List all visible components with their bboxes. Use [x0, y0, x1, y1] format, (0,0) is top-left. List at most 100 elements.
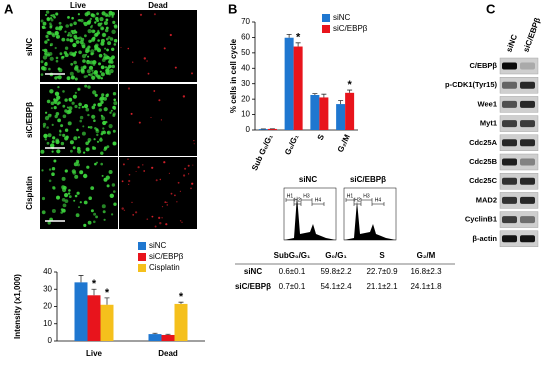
cell — [54, 114, 58, 119]
cell — [93, 103, 96, 107]
cell — [111, 64, 115, 69]
y-tick-label: 30 — [43, 284, 52, 293]
cell — [44, 116, 50, 121]
cell — [62, 55, 65, 59]
cell — [104, 66, 108, 69]
cell — [46, 141, 50, 145]
cell — [102, 210, 106, 214]
y-tick-label: 10 — [43, 319, 52, 328]
cell — [40, 73, 44, 76]
cell — [146, 218, 149, 220]
cell — [193, 140, 195, 142]
cell — [79, 170, 84, 175]
cell — [78, 102, 82, 107]
y-tick-label: 70 — [241, 17, 250, 26]
blot-strip — [499, 115, 539, 132]
cell — [44, 138, 47, 141]
blot-strip — [499, 96, 539, 113]
cell — [83, 223, 87, 227]
cell — [53, 99, 58, 104]
cell — [50, 14, 53, 17]
cell — [94, 162, 97, 166]
cell — [168, 172, 170, 174]
cell — [72, 146, 76, 150]
cell — [99, 17, 104, 22]
cell — [51, 209, 56, 213]
cell — [101, 130, 105, 134]
cell — [163, 161, 166, 164]
cell — [71, 32, 74, 35]
cell — [161, 206, 164, 208]
cell — [191, 72, 193, 75]
table-header: G₀/G₁ — [325, 251, 347, 260]
cell — [50, 101, 55, 106]
cell — [94, 93, 98, 97]
cell — [112, 20, 116, 24]
significance: * — [347, 79, 352, 91]
cell — [56, 95, 61, 100]
cell — [44, 40, 48, 44]
bar — [319, 97, 329, 130]
panel-label: A — [4, 1, 14, 16]
cell — [94, 44, 98, 49]
cell — [90, 13, 95, 17]
legend-swatch — [138, 253, 146, 261]
cell — [128, 173, 131, 176]
x-tick-label: G₀/G₁ — [283, 132, 301, 156]
cell — [82, 125, 85, 128]
cell — [45, 51, 50, 56]
gate-label: H4 — [315, 197, 322, 203]
blot-strip — [499, 211, 539, 228]
band — [502, 120, 517, 128]
cell — [50, 143, 55, 148]
cell — [43, 133, 48, 139]
cell — [77, 37, 80, 40]
histogram — [344, 201, 396, 240]
cell — [85, 141, 89, 146]
error-bar — [312, 93, 318, 95]
cell — [98, 53, 103, 58]
band — [520, 100, 535, 108]
cell — [89, 126, 93, 129]
table-cell: 22.7±0.9 — [366, 267, 398, 276]
cell — [107, 36, 111, 39]
band — [520, 158, 535, 166]
cell — [123, 209, 126, 211]
cell — [138, 121, 141, 124]
cell — [95, 215, 98, 219]
cell — [79, 201, 82, 204]
cell — [103, 21, 108, 26]
cell — [106, 37, 109, 41]
cell — [111, 183, 116, 187]
cell — [80, 18, 84, 23]
cell — [90, 209, 94, 213]
cell — [132, 214, 135, 216]
cell — [96, 140, 100, 143]
cell — [56, 195, 60, 200]
cell — [88, 39, 92, 43]
cell — [53, 106, 57, 110]
band — [502, 139, 517, 147]
cell — [52, 136, 56, 140]
blot-strip — [499, 172, 539, 190]
row-label: siC/EBPβ — [25, 102, 34, 138]
table-cell: 21.1±2.1 — [366, 282, 398, 291]
cell — [83, 173, 88, 179]
cell — [50, 107, 53, 110]
cell — [58, 21, 62, 25]
cell — [99, 138, 103, 142]
panel-label: C — [486, 1, 496, 16]
error-bar — [295, 42, 301, 47]
cell — [68, 97, 73, 102]
cell — [104, 146, 108, 150]
cell — [67, 31, 71, 35]
bar — [293, 46, 303, 130]
cell — [40, 149, 45, 154]
cell — [73, 136, 78, 141]
cell — [73, 34, 78, 39]
cell — [64, 169, 68, 173]
cell — [71, 101, 75, 105]
cell — [100, 162, 103, 166]
cell — [112, 105, 116, 110]
cell — [131, 201, 133, 203]
